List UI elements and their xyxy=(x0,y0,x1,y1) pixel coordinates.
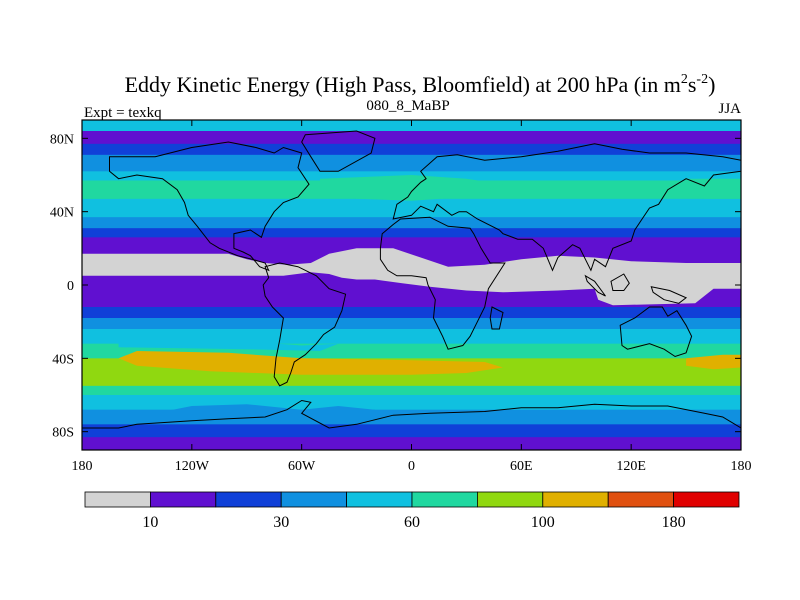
patch-sh-storm-track-east xyxy=(686,354,741,370)
colorbar-label: 10 xyxy=(142,514,158,531)
patch-sh-storm-track-max xyxy=(118,351,503,375)
patch-asia-westerly-max xyxy=(320,175,503,201)
colorbar-swatch xyxy=(411,491,478,508)
band-16 xyxy=(82,395,741,411)
coastline-sumatra xyxy=(584,274,606,297)
band-8 xyxy=(82,228,741,238)
season-label: JJA xyxy=(718,101,741,117)
y-axis: 80N 40N 0 40S 80S xyxy=(50,132,741,441)
x-tick-label: 120E xyxy=(616,459,646,474)
coastline-antarctica xyxy=(82,399,741,450)
band-15 xyxy=(82,385,741,396)
colorbar-label: 60 xyxy=(404,514,420,531)
band-11 xyxy=(82,318,741,330)
y-tick-label: 40N xyxy=(50,206,74,221)
coastline-north-america xyxy=(109,141,310,272)
colorbar-label: 100 xyxy=(531,514,555,531)
x-tick-label: 120W xyxy=(175,459,210,474)
coastline-australia xyxy=(619,306,693,358)
coastline-south-america xyxy=(262,262,347,387)
band-19 xyxy=(82,437,741,450)
chart-subtitle: 080_8_MaBP xyxy=(366,98,449,114)
x-tick-label: 60E xyxy=(510,459,533,474)
colorbar-swatch xyxy=(607,491,675,508)
colorbar-swatch xyxy=(673,491,740,508)
x-tick-label: 180 xyxy=(72,459,93,474)
band-10 xyxy=(82,307,741,319)
coastline-borneo xyxy=(610,273,630,291)
coastline-new-guinea xyxy=(650,286,688,304)
contour-patches xyxy=(82,175,741,421)
coastline-eurasia xyxy=(392,143,741,272)
y-tick-label: 80S xyxy=(52,426,74,441)
colorbar-swatch xyxy=(280,491,348,508)
y-tick-label: 80N xyxy=(50,132,74,147)
x-tick-label: 0 xyxy=(408,459,415,474)
x-axis: 180 120W 60W 0 60E 120E 180 xyxy=(72,120,752,474)
colorbar-swatch xyxy=(149,491,217,508)
band-3 xyxy=(82,154,741,172)
colorbar-swatch xyxy=(542,491,609,508)
band-6 xyxy=(82,198,741,218)
coastlines xyxy=(82,130,741,450)
patch-sh-cyan-tongue xyxy=(118,340,339,351)
colorbar-swatch xyxy=(84,491,151,508)
experiment-label: Expt = texkq xyxy=(84,105,162,121)
colorbar-swatch xyxy=(346,491,413,508)
band-18 xyxy=(82,424,741,438)
band-7 xyxy=(82,217,741,229)
coastline-madagascar xyxy=(489,306,504,330)
patch-na-westerly-max xyxy=(82,180,137,199)
band-1 xyxy=(82,131,741,145)
y-tick-label: 40S xyxy=(52,352,74,367)
patch-tropical-low-eke xyxy=(82,248,741,306)
band-12 xyxy=(82,329,741,345)
colorbar-label: 30 xyxy=(273,514,289,531)
x-tick-label: 60W xyxy=(288,459,316,474)
chart-title: Eddy Kinetic Energy (High Pass, Bloomfie… xyxy=(125,72,716,97)
colorbar-swatch xyxy=(476,491,544,508)
colorbar: 10 30 60 100 180 xyxy=(84,491,740,531)
y-tick-label: 0 xyxy=(67,279,74,294)
coastline-africa xyxy=(379,216,506,350)
coastline-greenland xyxy=(301,130,376,172)
colorbar-label: 180 xyxy=(662,514,686,531)
contour-field xyxy=(82,120,741,450)
x-tick-label: 180 xyxy=(731,459,752,474)
patch-sh-polar-blue-tongue xyxy=(82,404,375,421)
colorbar-swatch xyxy=(215,491,282,508)
patch-pacific-westerly-max xyxy=(676,178,741,199)
band-2 xyxy=(82,143,741,156)
